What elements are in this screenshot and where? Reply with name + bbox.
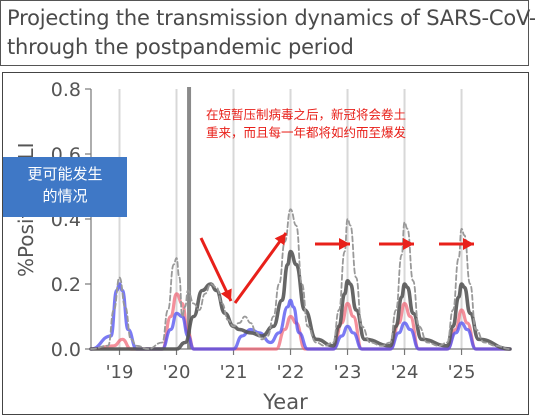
title-line-2: through the postpandemic period <box>7 35 354 59</box>
arrow-down-head <box>220 288 232 301</box>
red-annotation: 在短暂压制病毒之后，新冠将会卷土 重来，而且每一年都将如约而至爆发 <box>206 106 456 142</box>
chart-panel: 0.0 0.2 0.4 0.6 0.8'19'20'21'22'23'24'25 Year… <box>2 72 529 415</box>
x-tick-label-6: '25 <box>448 362 476 383</box>
x-tick-label-5: '24 <box>391 362 419 383</box>
y-tick-label-4: 0.8 <box>51 79 81 101</box>
x-tick-label-3: '22 <box>277 362 305 383</box>
arrow-right-1-head <box>339 238 350 250</box>
title-line-1: Projecting the transmission dynamics of … <box>7 6 535 30</box>
arrow-right-2-head <box>403 238 414 250</box>
red-annotation-line-1: 在短暂压制病毒之后，新冠将会卷土 <box>206 107 407 122</box>
x-tick-label-0: '19 <box>106 362 134 383</box>
blue-annotation-box: 更可能发生 的情况 <box>3 157 127 217</box>
y-axis-label-suffix: LI <box>14 142 38 159</box>
series-solid-dark-gray-line <box>89 249 512 351</box>
y-tick-label-0: 0.0 <box>51 339 81 361</box>
y-tick-label-1: 0.2 <box>51 274 81 296</box>
line-chart: 0.00.20.40.60.8'19'20'21'22'23'24'25Year… <box>14 79 512 414</box>
x-axis-label: Year <box>262 390 308 414</box>
arrow-down-shaft <box>199 237 233 302</box>
x-tick-label-2: '21 <box>220 362 248 383</box>
blue-annotation-line-1: 更可能发生 <box>27 165 103 183</box>
arrow-right-3-head <box>463 238 474 250</box>
blue-annotation-line-2: 的情况 <box>42 187 88 205</box>
arrow-up-shaft <box>233 232 288 304</box>
series-dashed-gray-line <box>90 208 511 350</box>
arrow-up-head <box>274 233 286 246</box>
title-box: Projecting the transmission dynamics of … <box>0 0 535 66</box>
x-tick-label-1: '20 <box>163 362 191 383</box>
x-tick-label-4: '23 <box>334 362 362 383</box>
red-annotation-line-2: 重来，而且每一年都将如约而至爆发 <box>206 125 407 140</box>
